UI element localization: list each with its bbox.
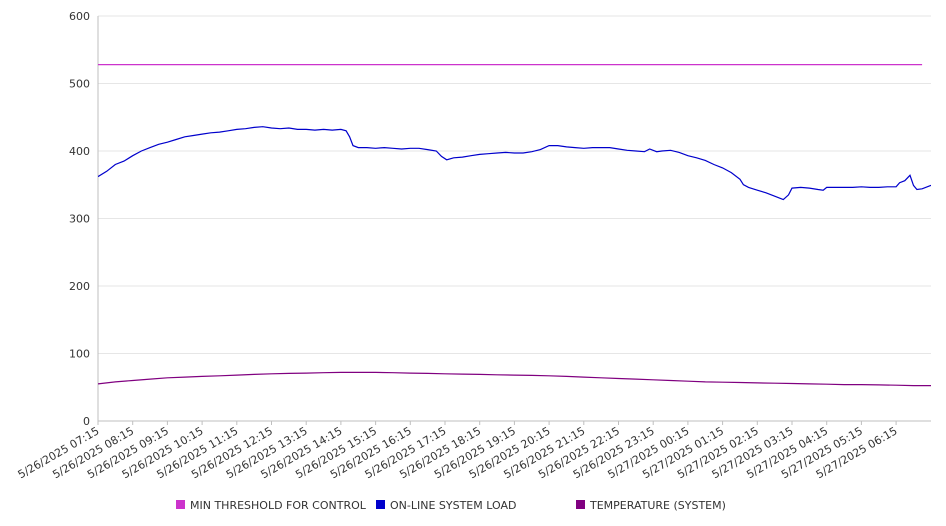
legend-label: ON-LINE SYSTEM LOAD <box>390 499 516 512</box>
legend-swatch <box>576 500 585 509</box>
system-load-line <box>98 126 931 201</box>
temperature-line <box>98 371 931 387</box>
y-tick-label: 0 <box>83 415 90 428</box>
y-tick-label: 400 <box>69 145 90 158</box>
y-tick-label: 300 <box>69 213 90 226</box>
y-tick-label: 200 <box>69 280 90 293</box>
y-tick-label: 100 <box>69 348 90 361</box>
legend-swatch <box>176 500 185 509</box>
legend-label: TEMPERATURE (SYSTEM) <box>589 499 726 512</box>
y-tick-label: 600 <box>69 10 90 23</box>
legend-label: MIN THRESHOLD FOR CONTROL <box>190 499 367 512</box>
legend-swatch <box>376 500 385 509</box>
y-tick-label: 500 <box>69 78 90 91</box>
